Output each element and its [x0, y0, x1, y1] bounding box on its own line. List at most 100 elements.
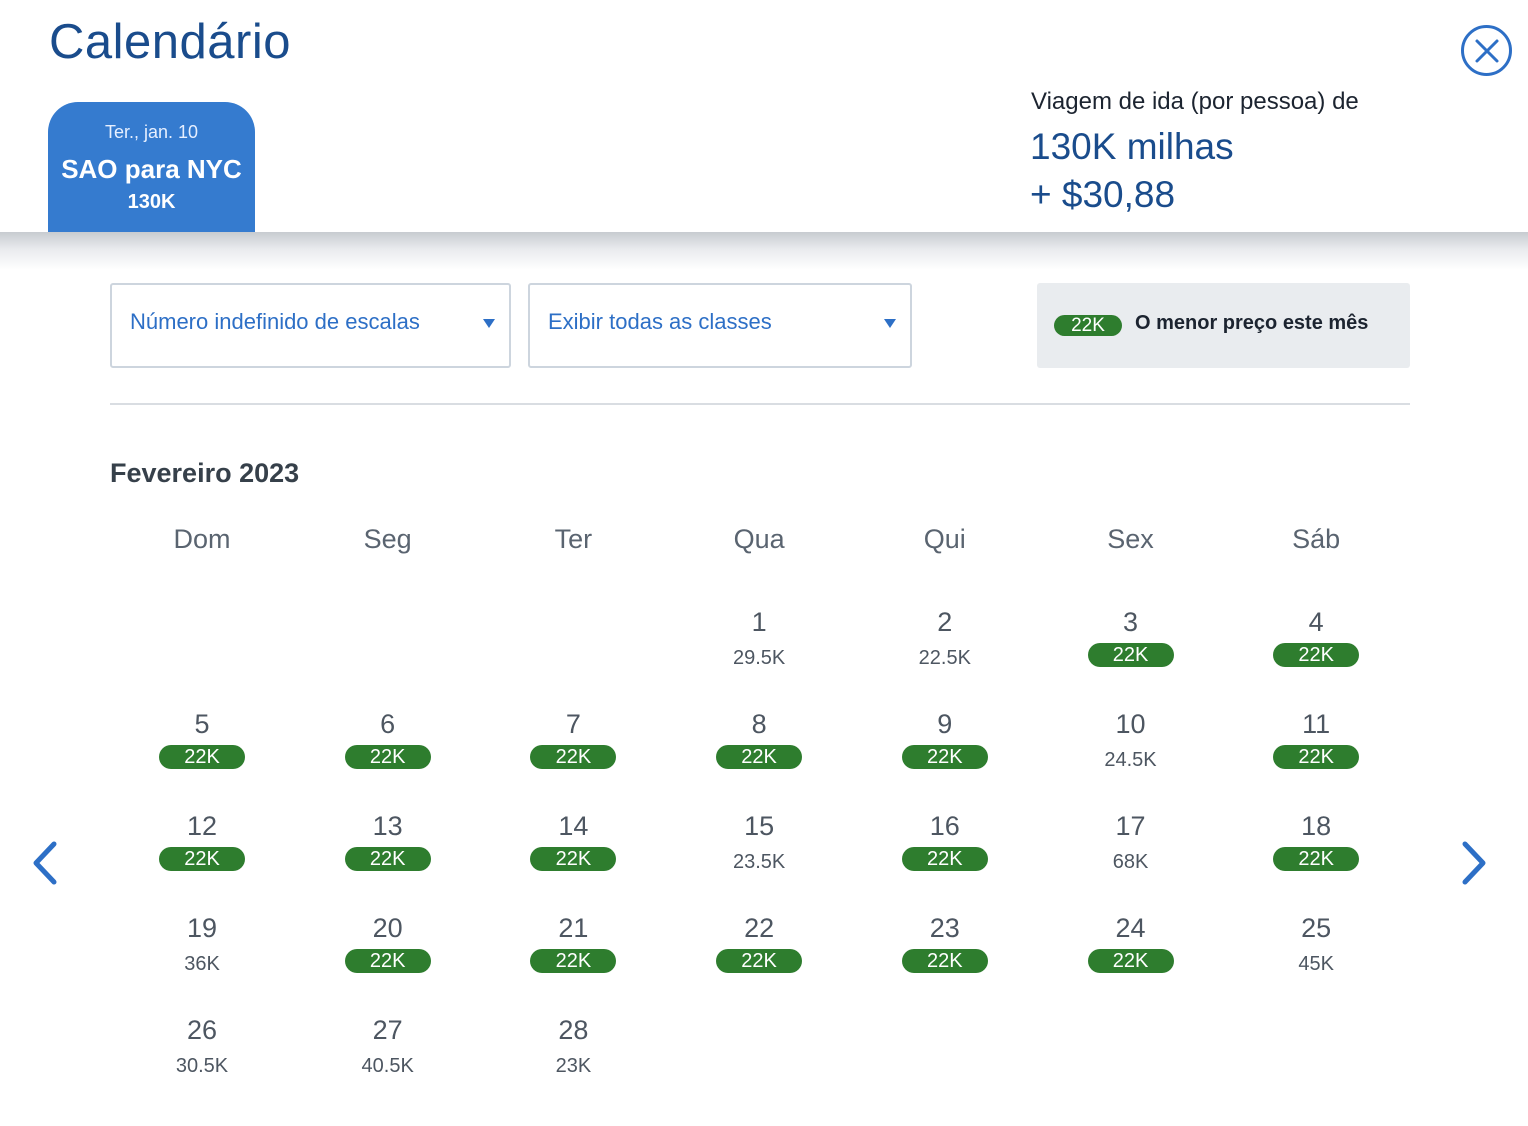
month-title: Fevereiro 2023	[110, 458, 300, 488]
calendar-day[interactable]: 3 22K	[1038, 607, 1224, 697]
page-title: Calendário	[49, 15, 291, 69]
stops-select-label: Número indefinido de escalas	[130, 309, 420, 334]
lowest-price-badge: 22K	[344, 745, 431, 769]
day-number: 22	[744, 913, 775, 943]
lowest-price-badge: 22K	[716, 745, 803, 769]
lowest-price-badge: 22K	[530, 745, 617, 769]
trip-date: Ter., jan. 10	[104, 122, 199, 142]
weekday-header: Qui	[923, 524, 966, 554]
lowest-price-badge: 22K	[1273, 847, 1360, 871]
day-number: 24	[1115, 913, 1146, 943]
lowest-price-badge: 22K	[716, 949, 803, 973]
calendar-day[interactable]: 25 45K	[1223, 913, 1409, 1003]
lowest-price-badge: 22K	[344, 949, 431, 973]
fare-cash: + $30,88	[1030, 174, 1176, 215]
calendar-day[interactable]: 14 22K	[480, 811, 666, 901]
classes-select-label: Exibir todas as classes	[548, 309, 772, 334]
lowest-price-badge: 22K	[159, 847, 245, 871]
trip-price: 130K	[127, 191, 176, 213]
day-number: 26	[186, 1015, 218, 1045]
chevron-down-icon	[483, 319, 495, 328]
close-button[interactable]	[1461, 25, 1512, 76]
day-price: 29.5K	[732, 647, 786, 669]
next-month-button[interactable]	[1457, 840, 1491, 886]
trip-route: SAO para NYC	[61, 154, 242, 184]
calendar-day[interactable]: 11 22K	[1223, 709, 1409, 799]
day-price: 22.5K	[918, 647, 971, 669]
calendar-day[interactable]: 4 22K	[1223, 607, 1409, 697]
calendar-day[interactable]: 9 22K	[852, 709, 1038, 799]
calendar-day[interactable]: 13 22K	[295, 811, 481, 901]
day-number: 1	[751, 607, 767, 637]
calendar-day[interactable]: 20 22K	[295, 913, 481, 1003]
calendar-day[interactable]: 8 22K	[666, 709, 852, 799]
calendar-day[interactable]: 6 22K	[295, 709, 481, 799]
day-number: 19	[186, 913, 218, 943]
day-price: 68K	[1112, 851, 1149, 873]
weekday-header: Ter	[554, 524, 593, 554]
day-number: 11	[1302, 709, 1331, 739]
day-number: 7	[565, 709, 581, 739]
lowest-price-badge: 22K	[1087, 643, 1174, 667]
day-price: 36K	[184, 953, 220, 975]
calendar-day[interactable]: 28 23K	[480, 1015, 666, 1105]
calendar-day[interactable]: 5 22K	[109, 709, 295, 799]
chevron-right-icon	[1462, 841, 1486, 885]
day-number: 6	[380, 709, 396, 739]
lowest-price-badge: 22K	[159, 745, 245, 769]
lowest-price-legend: 22K O menor preço este mês	[1037, 283, 1410, 368]
day-number: 10	[1115, 709, 1146, 739]
classes-select[interactable]: Exibir todas as classes	[528, 283, 912, 368]
header-shadow	[0, 232, 1528, 270]
calendar-day[interactable]: 7 22K	[480, 709, 666, 799]
calendar-day[interactable]: 26 30.5K	[109, 1015, 295, 1105]
calendar-day[interactable]: 22 22K	[666, 913, 852, 1003]
calendar-day[interactable]: 12 22K	[109, 811, 295, 901]
weekday-header: Seg	[363, 524, 412, 554]
stops-select[interactable]: Número indefinido de escalas	[110, 283, 511, 368]
lowest-price-badge: 22K	[530, 847, 617, 871]
day-price: 45K	[1298, 953, 1334, 975]
calendar-day[interactable]: 19 36K	[109, 913, 295, 1003]
day-number: 3	[1122, 607, 1139, 637]
chevron-left-icon	[33, 841, 57, 885]
fare-miles: 130K milhas	[1030, 126, 1234, 167]
calendar-day[interactable]: 24 22K	[1038, 913, 1224, 1003]
lowest-price-badge: 22K	[901, 847, 988, 871]
weekday-header: Sáb	[1292, 524, 1341, 554]
day-price: 40.5K	[361, 1055, 414, 1077]
calendar-day[interactable]: 1 29.5K	[666, 607, 852, 697]
trip-tab[interactable]: Ter., jan. 10 SAO para NYC 130K	[48, 102, 255, 232]
calendar-day[interactable]: 18 22K	[1223, 811, 1409, 901]
calendar-day[interactable]: 16 22K	[852, 811, 1038, 901]
day-number: 8	[751, 709, 767, 739]
day-number: 27	[372, 1015, 403, 1045]
fare-label: Viagem de ida (por pessoa) de	[1031, 88, 1359, 115]
day-number: 12	[186, 811, 218, 841]
day-number: 20	[372, 913, 403, 943]
calendar-day[interactable]: 10 24.5K	[1038, 709, 1224, 799]
day-number: 15	[744, 811, 775, 841]
day-number: 18	[1301, 811, 1332, 841]
header: Calendário Ter., jan. 10 SAO para NYC 13…	[0, 0, 1528, 232]
calendar-day[interactable]: 15 23.5K	[666, 811, 852, 901]
prev-month-button[interactable]	[28, 840, 62, 886]
lowest-price-badge: 22K	[901, 745, 988, 769]
weekday-header: Dom	[173, 524, 231, 554]
lowest-price-badge: 22K	[1273, 643, 1360, 667]
calendar-day[interactable]: 23 22K	[852, 913, 1038, 1003]
lowest-price-badge: 22K	[530, 949, 617, 973]
legend-text: O menor preço este mês	[1135, 312, 1369, 334]
divider	[110, 403, 1410, 405]
calendar-day[interactable]: 21 22K	[480, 913, 666, 1003]
day-number: 2	[937, 607, 953, 637]
day-number: 13	[372, 811, 403, 841]
calendar-day[interactable]: 17 68K	[1038, 811, 1224, 901]
calendar-day[interactable]: 27 40.5K	[295, 1015, 481, 1105]
day-price: 23.5K	[732, 851, 786, 873]
calendar-day[interactable]: 2 22.5K	[852, 607, 1038, 697]
day-number: 16	[929, 811, 960, 841]
chevron-down-icon	[884, 319, 896, 328]
day-price: 24.5K	[1104, 749, 1157, 771]
